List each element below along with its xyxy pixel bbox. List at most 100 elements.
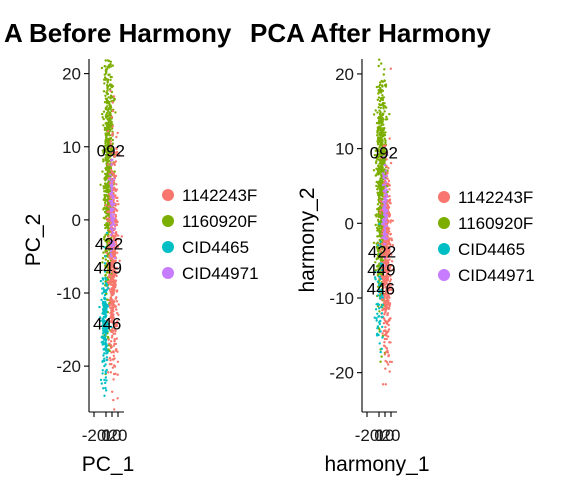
data-point [103,235,107,238]
data-point [106,237,109,241]
data-point [377,85,380,88]
data-point [111,307,115,310]
data-point [110,65,113,68]
data-point [115,221,119,224]
data-point [111,127,114,130]
data-point [115,135,118,139]
data-point [385,115,388,119]
data-point [116,289,119,292]
data-point [102,216,106,220]
data-point [384,190,387,194]
data-point [379,199,382,202]
data-point [377,185,380,189]
data-point [108,237,112,241]
data-point [103,296,106,300]
data-point [104,258,108,261]
data-point [380,269,384,272]
data-point [379,182,382,185]
data-point [110,227,113,230]
legend-label: 1142243F [458,188,533,207]
data-point [101,342,105,345]
data-point [112,286,116,289]
data-point [113,219,117,222]
data-point [109,140,113,143]
data-point [104,94,107,98]
data-point [112,273,115,276]
data-point [116,131,119,135]
data-point [384,186,388,189]
data-point [377,333,380,337]
data-point [382,112,385,116]
data-point [376,273,380,276]
data-point [105,194,108,197]
data-point [388,201,392,205]
data-point [112,173,116,177]
data-point [381,242,384,246]
data-point [374,214,377,217]
data-point [115,243,118,246]
data-point [110,193,114,196]
data-point [374,271,377,274]
data-point [385,198,388,201]
data-point [384,203,387,207]
data-point [110,158,114,162]
data-point [372,241,376,244]
data-point [116,234,120,237]
data-point [107,109,110,113]
data-point [387,286,391,290]
x-axis-title: PC_1 [82,453,135,476]
data-point [110,180,113,183]
data-point [384,155,387,158]
data-point [108,267,111,270]
data-point [104,239,107,243]
data-point [383,163,387,167]
data-point [378,230,381,233]
data-point [105,379,108,382]
data-point [110,345,113,349]
data-point [107,150,110,154]
data-point [103,352,106,355]
data-point [104,59,107,62]
data-point [377,220,381,224]
data-point [383,158,386,161]
data-point [114,213,117,217]
data-point [101,261,104,264]
data-point [109,89,112,93]
data-point [388,370,391,373]
data-point [100,298,103,301]
data-point [375,246,379,249]
data-point [107,371,110,374]
x-tick-label: -20 [82,426,107,445]
data-point [113,151,117,155]
data-point [384,144,387,147]
data-point [111,265,114,269]
data-point [104,349,108,352]
data-point [386,295,389,299]
data-point [113,227,116,230]
data-point [114,160,118,163]
data-point [107,163,110,166]
data-point [377,213,380,216]
data-point [105,108,108,111]
data-point [107,269,111,273]
data-point [110,325,113,329]
data-point [388,112,391,116]
data-point [109,191,113,195]
data-point [107,248,111,251]
data-point [103,364,106,368]
data-point [112,280,115,283]
data-point [388,280,392,283]
data-point [381,325,384,329]
data-point [377,315,381,318]
data-point [382,344,386,347]
data-point [113,408,116,411]
data-point [378,307,381,310]
data-point [376,256,379,259]
data-point [112,99,116,102]
data-point [384,260,387,264]
data-point [378,154,381,157]
data-point [101,332,105,335]
data-point [380,254,383,258]
data-point [378,342,381,345]
data-point [383,341,386,344]
